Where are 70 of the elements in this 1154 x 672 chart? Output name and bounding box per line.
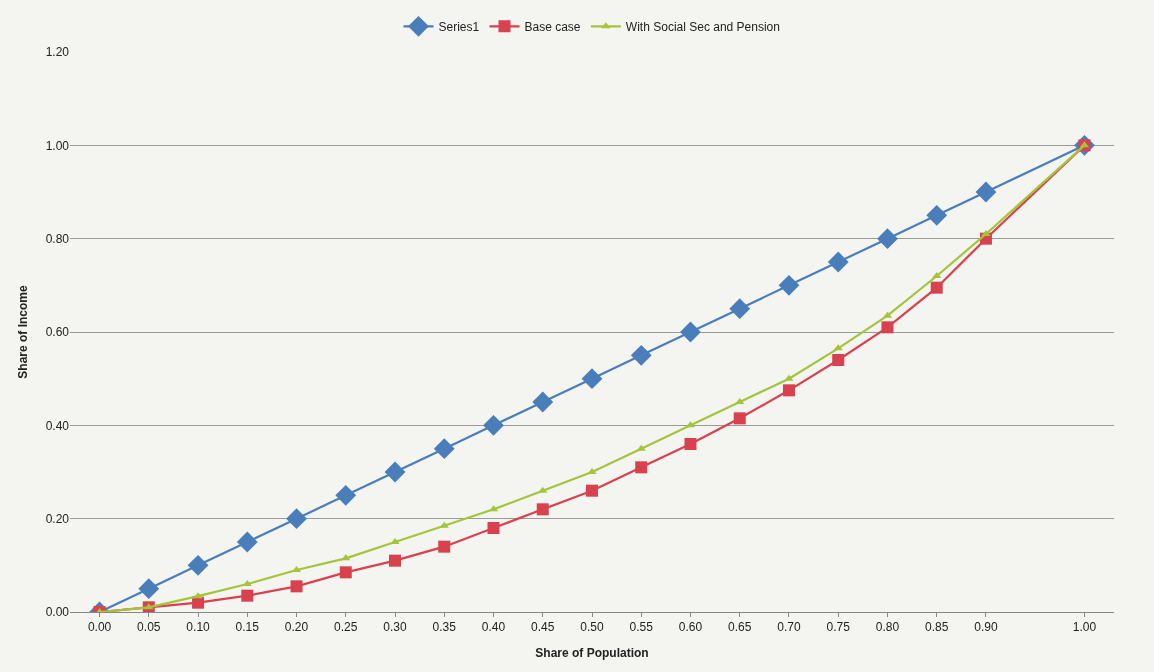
- point: [733, 412, 746, 425]
- point: [138, 578, 160, 600]
- x-tick-label: 0.35: [432, 620, 457, 635]
- point: [192, 596, 205, 609]
- point: [241, 589, 254, 602]
- point: [581, 368, 603, 390]
- x-tick-label: 0.65: [728, 620, 752, 635]
- y-tick-label: 1.00: [45, 138, 70, 153]
- point: [926, 204, 948, 226]
- point: [636, 444, 646, 451]
- point: [630, 344, 652, 366]
- point: [784, 374, 794, 381]
- point: [881, 321, 894, 334]
- point: [729, 298, 751, 320]
- x-tick-label: 0.50: [580, 620, 604, 635]
- point: [536, 503, 549, 516]
- point: [339, 566, 352, 579]
- point: [483, 414, 504, 436]
- x-tick-label: 0.05: [137, 620, 161, 635]
- x-tick-label: 0.30: [383, 620, 408, 635]
- y-tick-label: 0.60: [45, 325, 70, 340]
- legend-label: Base case: [524, 19, 581, 34]
- x-tick-label: 0.15: [235, 620, 260, 635]
- point: [438, 540, 451, 553]
- point: [930, 281, 943, 294]
- x-tick-label: 0.20: [284, 620, 309, 635]
- x-tick-label: 0.70: [777, 620, 801, 635]
- x-tick-label: 0.80: [875, 620, 900, 635]
- point: [827, 251, 849, 273]
- point: [236, 531, 258, 553]
- point: [975, 181, 997, 203]
- point: [538, 486, 548, 493]
- y-tick-label: 1.20: [45, 45, 70, 60]
- point: [193, 592, 203, 599]
- x-tick-label: 0.25: [334, 620, 358, 635]
- y-tick-label: 0.20: [45, 511, 70, 526]
- x-tick-label: 1.00: [1072, 620, 1097, 635]
- legend-label: Series1: [438, 19, 480, 34]
- point: [680, 321, 701, 343]
- x-tick-label: 0.00: [87, 620, 112, 635]
- y-tick-label: 0.80: [45, 231, 70, 246]
- point: [684, 438, 697, 450]
- point: [877, 228, 898, 250]
- point: [586, 484, 598, 497]
- x-tick-label: 0.45: [531, 620, 555, 635]
- point: [532, 391, 554, 413]
- point: [832, 354, 845, 366]
- point: [782, 384, 795, 397]
- point: [433, 438, 455, 460]
- point: [778, 274, 800, 296]
- point: [487, 522, 500, 534]
- y-tick-label: 0.00: [45, 605, 70, 620]
- x-tick-label: 0.90: [974, 620, 998, 635]
- point: [635, 461, 648, 474]
- x-tick-label: 0.40: [481, 620, 506, 635]
- y-tick-label: 0.40: [45, 418, 70, 433]
- x-tick-label: 0.10: [186, 620, 211, 635]
- legend-label: With Social Sec and Pension: [625, 19, 780, 34]
- point: [187, 554, 209, 576]
- point: [290, 580, 303, 593]
- x-tick-label: 0.55: [629, 620, 654, 635]
- x-tick-label: 0.60: [678, 620, 703, 635]
- point: [389, 554, 402, 567]
- x-axis-title: Share of Population: [535, 646, 649, 661]
- x-tick-label: 0.85: [925, 620, 949, 635]
- x-tick-label: 0.75: [826, 620, 851, 635]
- point: [286, 508, 307, 530]
- point: [335, 484, 357, 506]
- y-axis-title: Share of Income: [15, 285, 30, 379]
- point: [384, 461, 406, 483]
